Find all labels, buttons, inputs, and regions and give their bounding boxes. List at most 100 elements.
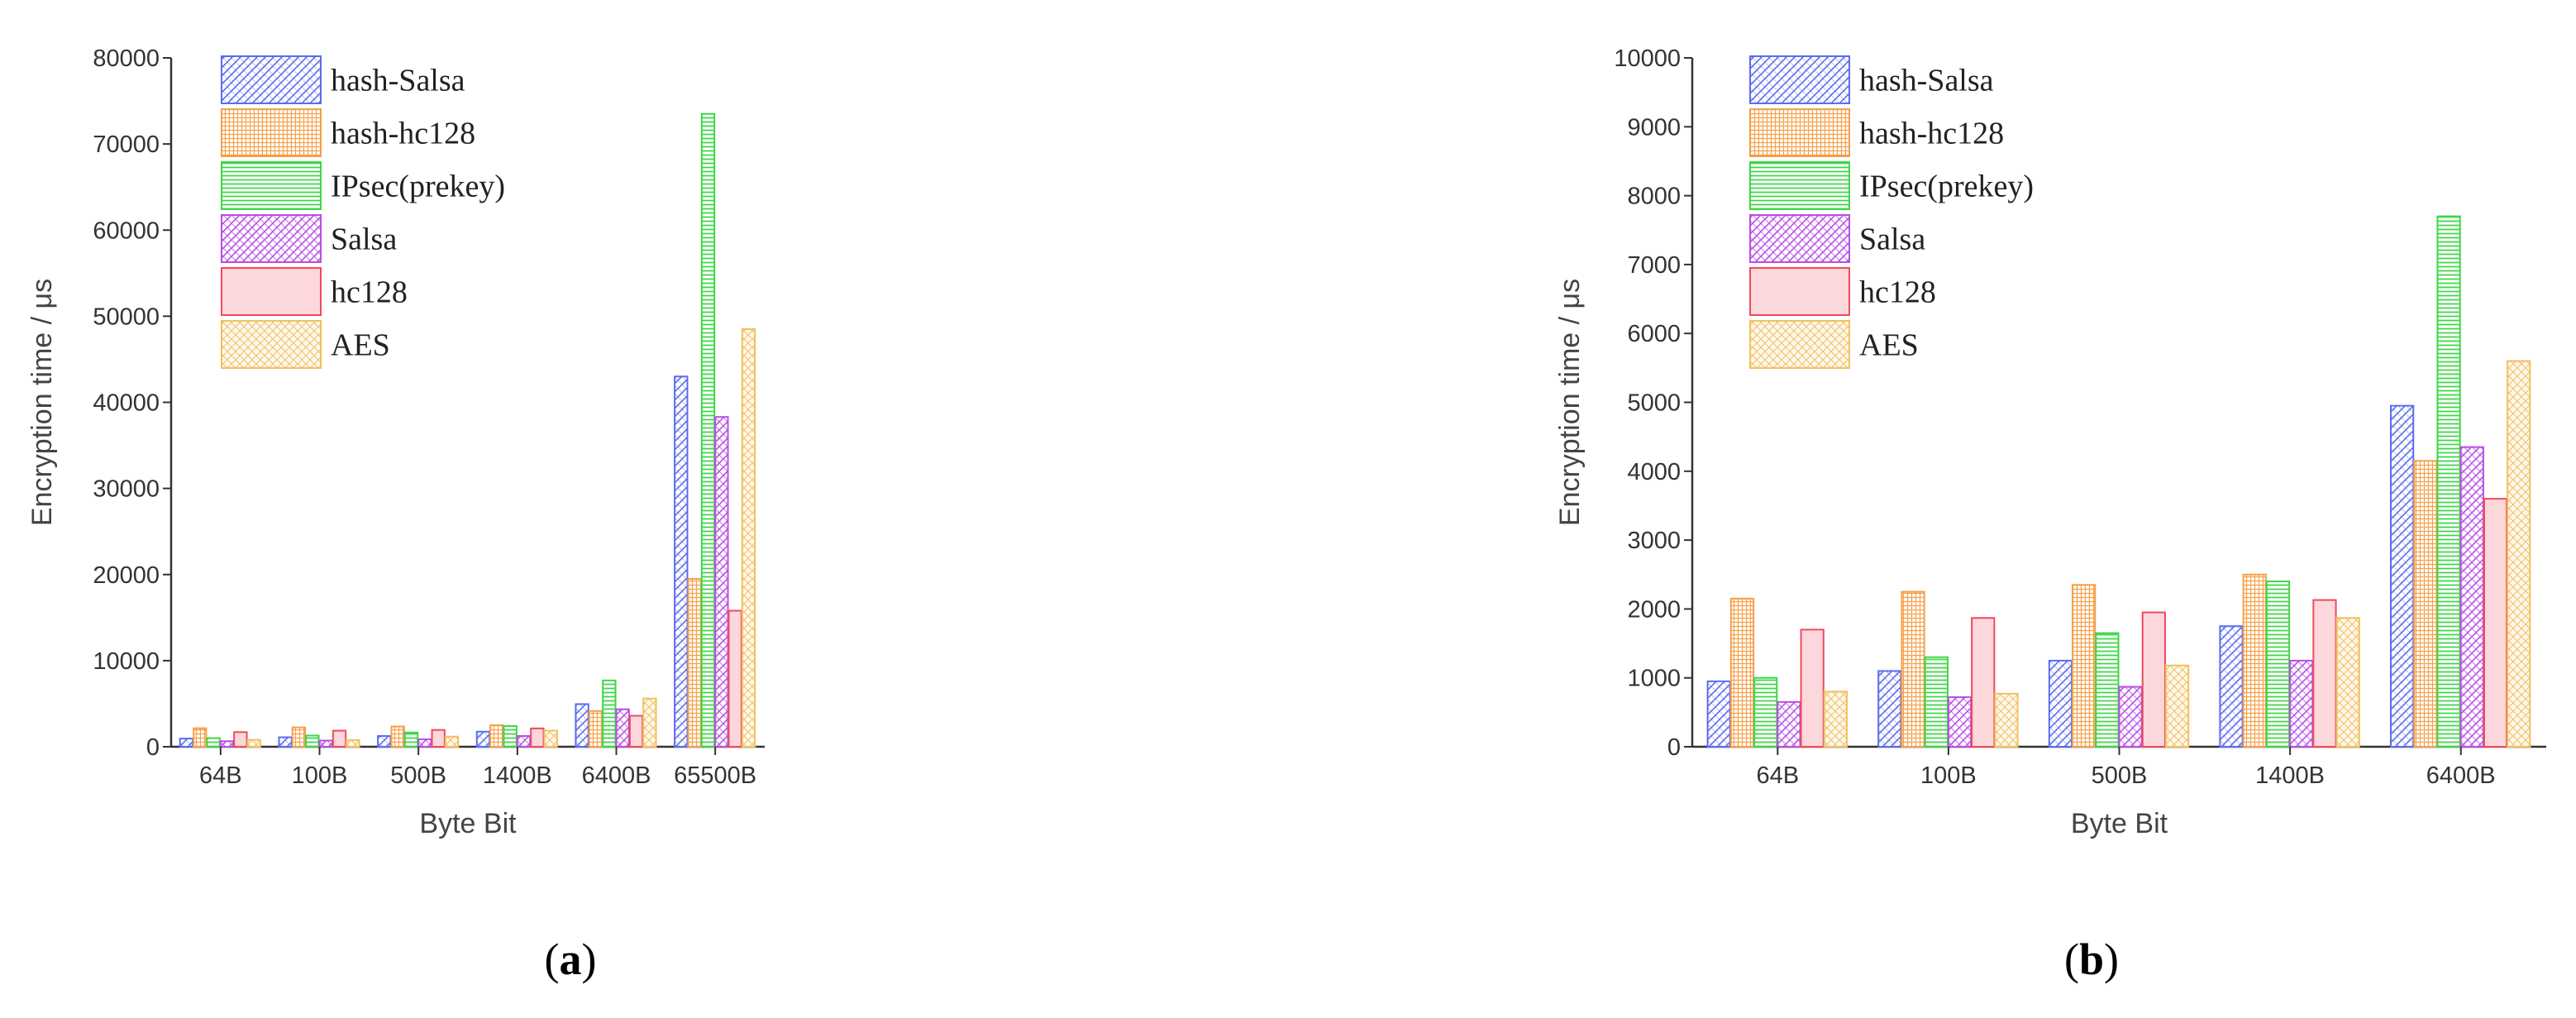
bar-hash-hc128-500b	[2072, 584, 2097, 748]
bar-hc128-100b	[1971, 617, 1996, 748]
y-tick-label: 2000	[1627, 596, 1681, 623]
bar-ipsec-prekey-6400b	[602, 679, 617, 748]
y-tick-label: 4000	[1627, 459, 1681, 485]
bar-hc128-100b	[332, 729, 347, 748]
bar-aes-500b	[444, 735, 460, 748]
bar-salsa-65500b	[714, 416, 729, 748]
legend-label-hc128: hc128	[1859, 275, 1936, 310]
bar-hash-hc128-64b	[1729, 597, 1755, 748]
bar-salsa-6400b	[2459, 446, 2484, 748]
bar-hash-salsa-500b	[2048, 659, 2073, 748]
bar-ipsec-prekey-100b	[1924, 656, 1949, 748]
bar-salsa-1400b	[2289, 659, 2314, 748]
x-tick-label: 6400B	[2426, 762, 2496, 789]
legend-swatch-ipsec-prekey	[221, 161, 322, 210]
legend-swatch-salsa	[1749, 214, 1850, 263]
bar-hc128-65500b	[727, 609, 742, 748]
bar-hash-hc128-500b	[390, 725, 405, 748]
x-tick-label: 64B	[199, 762, 242, 789]
bar-hash-hc128-64b	[193, 727, 208, 748]
bar-hc128-64b	[1800, 628, 1825, 748]
y-tick-label: 1000	[1627, 666, 1681, 692]
legend-label-hc128: hc128	[331, 275, 408, 310]
y-axis-title: Encryption time / μs	[1554, 279, 1586, 526]
bar-hash-salsa-500b	[377, 734, 392, 748]
bar-ipsec-prekey-64b	[1753, 676, 1778, 748]
bar-aes-6400b	[2507, 360, 2531, 748]
y-tick-label: 10000	[93, 648, 160, 675]
bar-hash-hc128-100b	[1901, 590, 1925, 748]
bar-aes-100b	[1994, 692, 2019, 748]
y-axis-title: Encryption time / μs	[26, 279, 58, 526]
y-tick-label: 7000	[1627, 252, 1681, 279]
bar-ipsec-prekey-65500b	[700, 112, 716, 748]
bar-hash-hc128-1400b	[2242, 573, 2267, 748]
y-tick-label: 10000	[1614, 45, 1681, 72]
bar-aes-64b	[246, 738, 261, 748]
legend-swatch-ipsec-prekey	[1749, 161, 1850, 210]
bar-salsa-100b	[318, 739, 333, 748]
bar-hash-salsa-65500b	[674, 375, 689, 748]
legend-swatch-hc128	[1749, 267, 1850, 316]
bar-ipsec-prekey-6400b	[2436, 215, 2461, 748]
bar-salsa-500b	[2118, 686, 2143, 748]
bar-hash-hc128-6400b	[2413, 460, 2438, 748]
x-axis-title: Byte Bit	[419, 808, 517, 839]
bar-ipsec-prekey-1400b	[503, 725, 518, 748]
bar-hash-hc128-100b	[291, 726, 307, 748]
bar-ipsec-prekey-500b	[2095, 632, 2120, 748]
bar-hc128-500b	[431, 729, 446, 748]
x-tick-label: 100B	[292, 762, 348, 789]
legend-label-hash-salsa: hash-Salsa	[331, 64, 465, 98]
bar-hash-salsa-1400b	[2219, 625, 2244, 748]
y-tick-label: 9000	[1627, 114, 1681, 141]
bar-salsa-64b	[1777, 700, 1801, 748]
legend-label-ipsec-prekey: IPsec(prekey)	[1859, 170, 2034, 204]
bar-aes-1400b	[2335, 617, 2360, 748]
y-tick-label: 70000	[93, 131, 160, 158]
y-tick-label: 60000	[93, 217, 160, 244]
legend-swatch-hash-salsa	[1749, 55, 1850, 104]
bar-ipsec-prekey-100b	[305, 734, 320, 748]
bar-hash-salsa-6400b	[575, 703, 589, 748]
legend-label-salsa: Salsa	[1859, 222, 1925, 257]
y-tick-label: 5000	[1627, 390, 1681, 417]
bar-hash-salsa-6400b	[2389, 404, 2415, 748]
bar-ipsec-prekey-1400b	[2265, 581, 2291, 748]
chart-a: 0 10000 20000 30000 40000 50000 60000 70000 8000…	[26, 45, 765, 839]
bar-hc128-6400b	[628, 715, 644, 748]
y-tick-label: 30000	[93, 476, 160, 503]
bar-hash-hc128-65500b	[687, 577, 702, 748]
x-tick-label: 6400B	[582, 762, 651, 789]
legend-swatch-aes	[1749, 320, 1850, 369]
legend-swatch-salsa	[221, 214, 322, 263]
legend-label-hash-hc128: hash-hc128	[331, 117, 475, 151]
legend-swatch-hc128	[221, 267, 322, 316]
x-tick-label: 64B	[1756, 762, 1799, 789]
legend-label-hash-hc128: hash-hc128	[1859, 117, 2004, 151]
legend-label-ipsec-prekey: IPsec(prekey)	[331, 170, 505, 204]
y-tick-label: 40000	[93, 390, 160, 417]
legend-label-hash-salsa: hash-Salsa	[1859, 64, 1994, 98]
chart-b: 0 1000 2000 3000 4000 5000 6000 7000 8000 9000 100…	[1554, 45, 2546, 839]
legend: hash-Salsa hash-hc128 IPsec(prekey) Salsa hc…	[1749, 55, 2034, 369]
bar-hash-salsa-100b	[278, 736, 293, 748]
x-tick-label: 1400B	[483, 762, 552, 789]
bar-aes-500b	[2164, 664, 2190, 748]
bar-hash-salsa-1400b	[475, 730, 491, 748]
legend-label-aes: AES	[1859, 328, 1919, 363]
legend: hash-Salsa hash-hc128 IPsec(prekey) Salsa hc…	[221, 55, 505, 369]
bar-ipsec-prekey-64b	[206, 737, 221, 748]
bar-hash-salsa-64b	[1706, 680, 1731, 748]
bar-hc128-64b	[233, 731, 248, 748]
y-tick-label: 50000	[93, 303, 160, 330]
bar-salsa-64b	[219, 740, 235, 748]
y-tick-label: 20000	[93, 562, 160, 589]
bar-hash-salsa-100b	[1877, 670, 1902, 748]
legend-swatch-hash-hc128	[221, 108, 322, 157]
y-tick-label: 80000	[93, 45, 160, 72]
x-tick-label: 500B	[2092, 762, 2148, 789]
panel-label-b: (b)	[2064, 934, 2119, 984]
bar-ipsec-prekey-500b	[403, 731, 419, 748]
y-tick-label: 0	[146, 734, 160, 761]
